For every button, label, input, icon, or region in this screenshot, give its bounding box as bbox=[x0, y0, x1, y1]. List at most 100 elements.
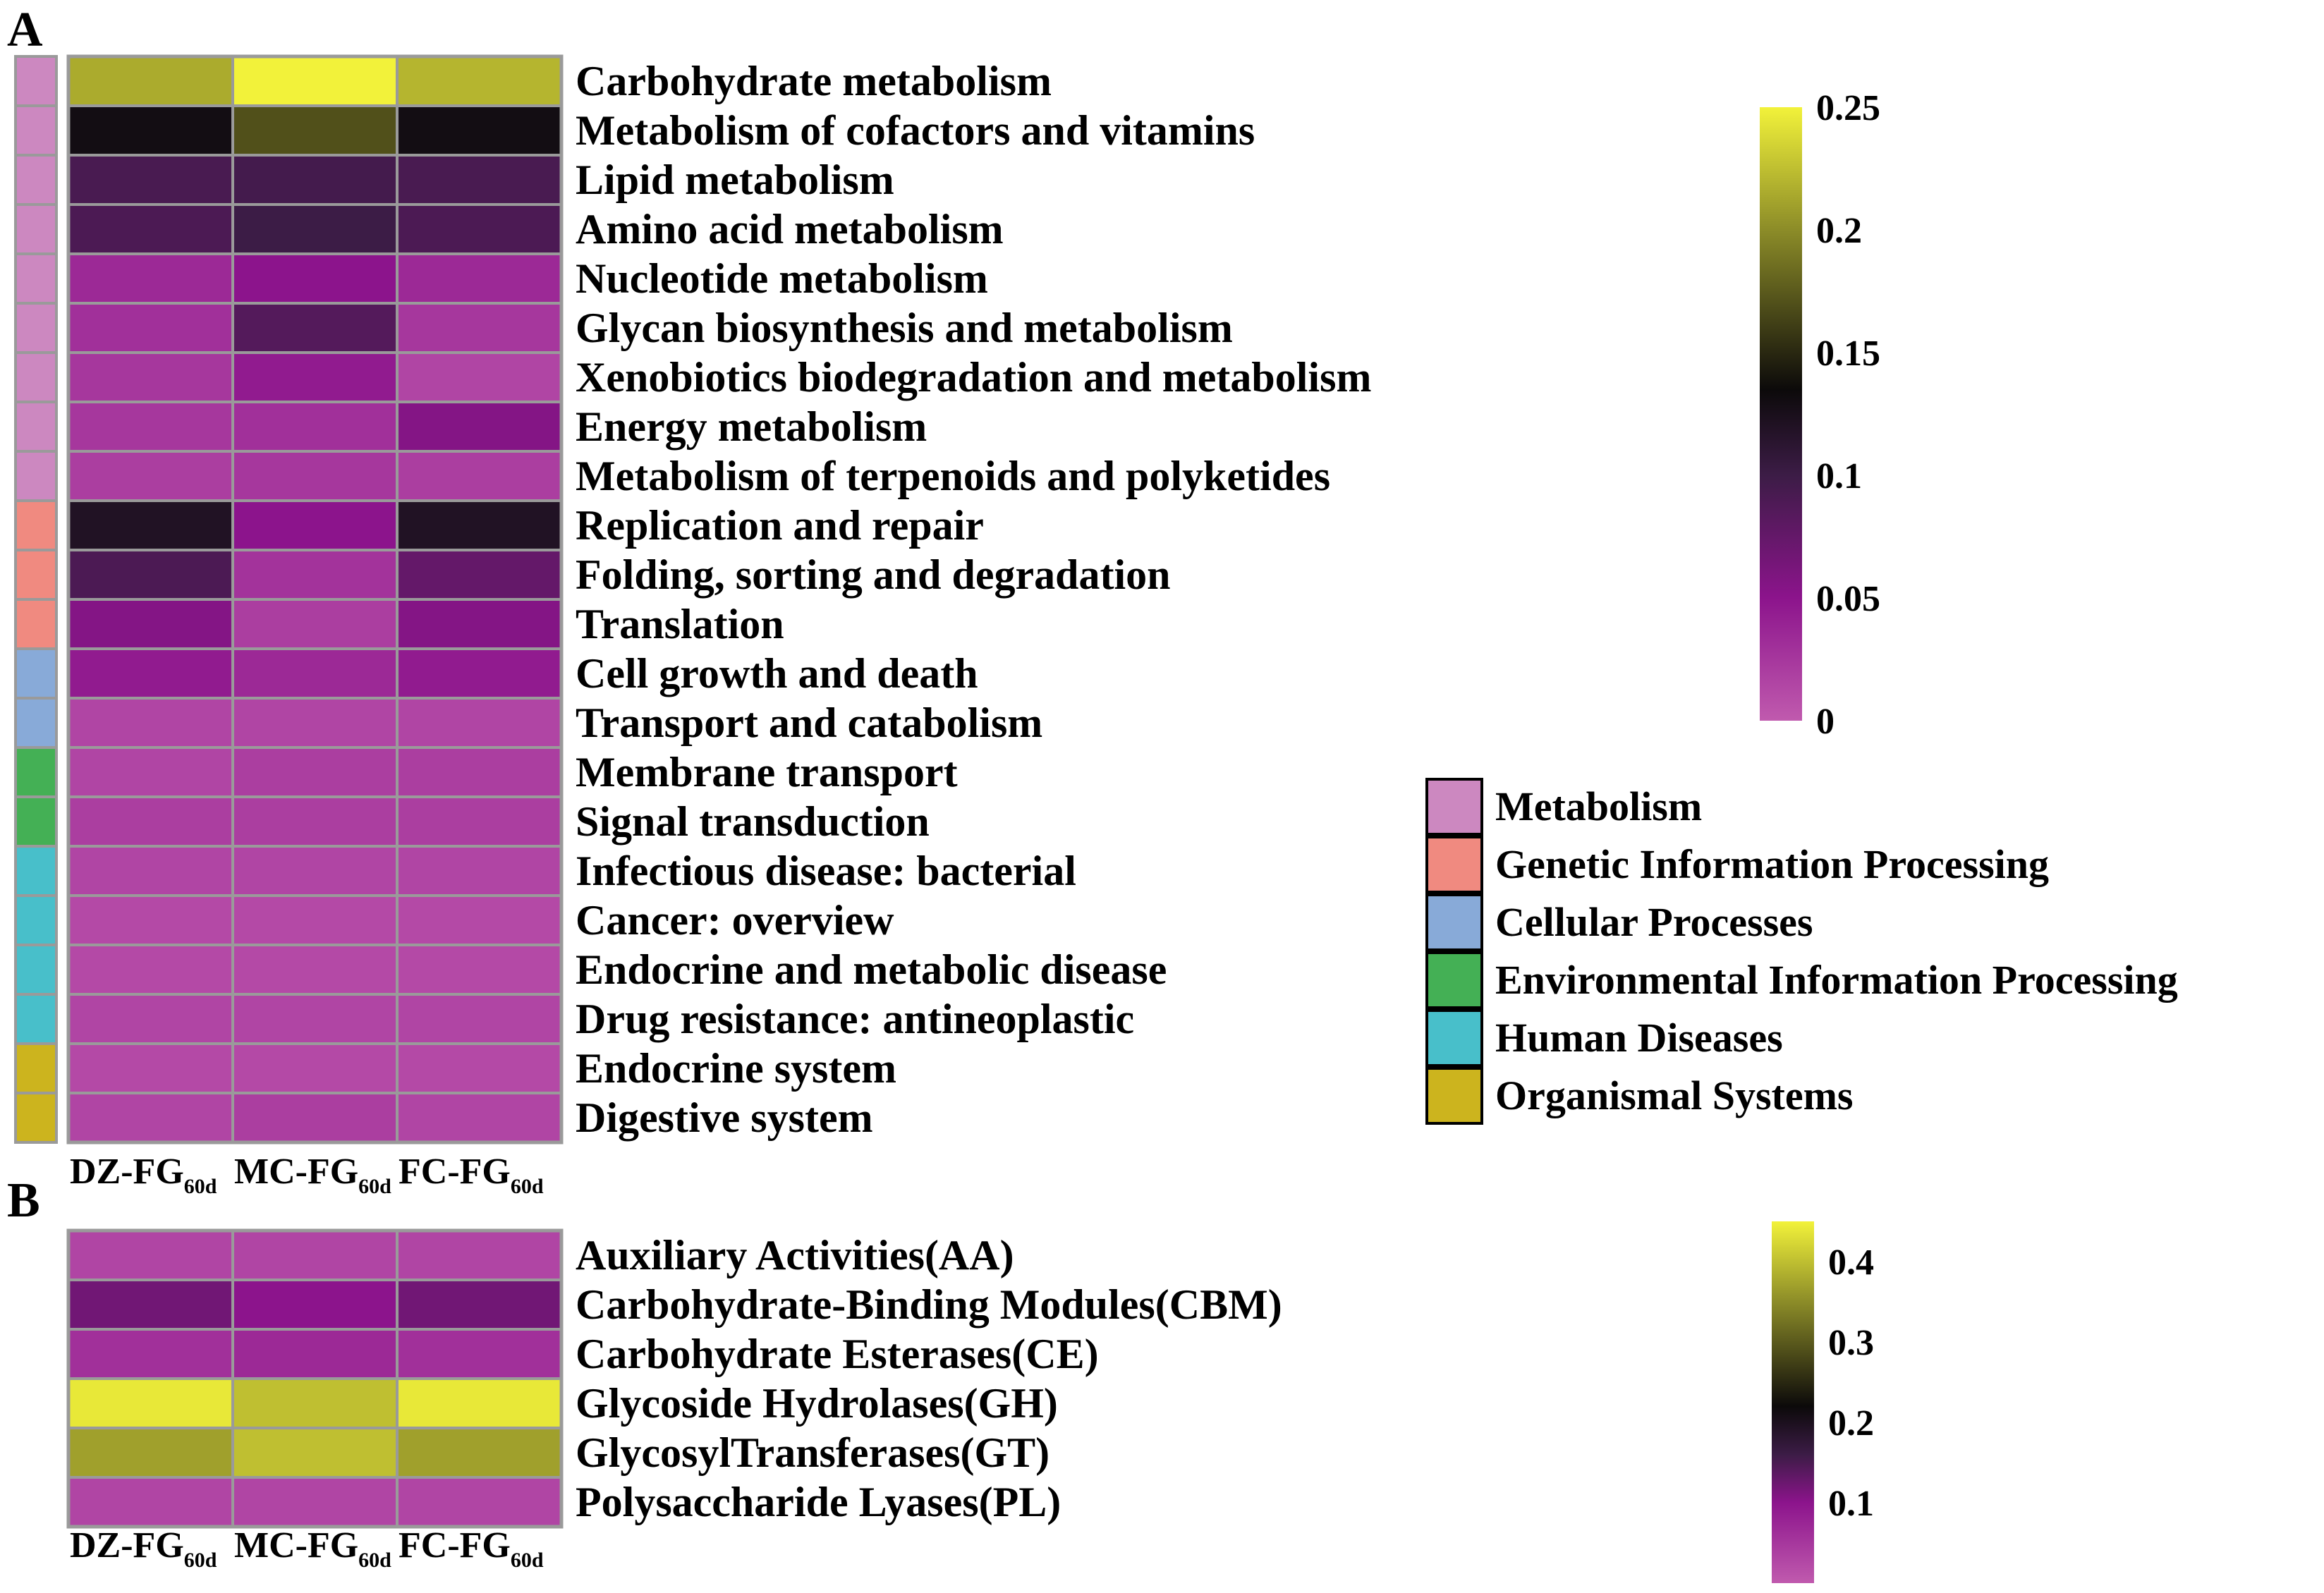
category-bar-cell bbox=[14, 993, 58, 1045]
heatmap-cell bbox=[231, 252, 399, 305]
heatmap-cell bbox=[67, 203, 234, 255]
heatmap-cell bbox=[396, 845, 563, 897]
colorbar-b: 0.1 0.2 0.3 0.4 bbox=[1772, 1221, 1874, 1583]
legend-label: Metabolism bbox=[1495, 783, 1702, 829]
heatmap-cell bbox=[67, 1427, 234, 1479]
column-label-main: MC-FG bbox=[234, 1525, 358, 1565]
row-label: Nucleotide metabolism bbox=[576, 255, 988, 302]
heatmap-cell bbox=[231, 549, 399, 601]
heatmap-cell bbox=[231, 944, 399, 996]
panel-a-label: A bbox=[7, 3, 43, 57]
heatmap-cell bbox=[396, 795, 563, 848]
heatmap-cell bbox=[67, 795, 234, 848]
category-bar-cell bbox=[14, 252, 58, 305]
legend-swatch bbox=[1425, 836, 1483, 893]
heatmap-cell bbox=[396, 1092, 563, 1144]
category-bar-cell bbox=[14, 203, 58, 255]
category-bar-cell bbox=[14, 697, 58, 749]
heatmap-cell bbox=[396, 549, 563, 601]
category-bar-cell bbox=[14, 598, 58, 650]
heatmap-cell bbox=[396, 993, 563, 1045]
column-label-main: FC-FG bbox=[399, 1152, 511, 1192]
heatmap-cell bbox=[231, 845, 399, 897]
heatmap-cell bbox=[231, 697, 399, 749]
column-label: MC-FG60d bbox=[234, 1152, 391, 1198]
heatmap-cell bbox=[396, 450, 563, 502]
heatmap-cell bbox=[396, 302, 563, 354]
heatmap-cell bbox=[231, 55, 399, 107]
heatmap-cell bbox=[67, 55, 234, 107]
colorbar-gradient bbox=[1760, 107, 1802, 721]
row-label: Auxiliary Activities(AA) bbox=[576, 1232, 1014, 1278]
heatmap-cell bbox=[396, 1229, 563, 1281]
legend-swatch bbox=[1425, 1067, 1483, 1125]
row-label: Amino acid metabolism bbox=[576, 206, 1004, 252]
row-label: Replication and repair bbox=[576, 502, 984, 549]
heatmap-cell bbox=[231, 499, 399, 551]
category-legend: Metabolism Genetic Information Processing… bbox=[1425, 778, 2178, 1125]
category-bar-cell bbox=[14, 894, 58, 946]
column-label-subscript: 60d bbox=[184, 1175, 217, 1198]
heatmap-cell bbox=[231, 104, 399, 157]
category-bar-cell bbox=[14, 647, 58, 700]
row-label: Glycoside Hydrolases(GH) bbox=[576, 1380, 1058, 1427]
heatmap-cell bbox=[231, 1328, 399, 1380]
heatmap-cell bbox=[231, 154, 399, 206]
heatmap-cell bbox=[67, 1278, 234, 1331]
row-label: Polysaccharide Lyases(PL) bbox=[576, 1479, 1061, 1525]
heatmap-cell bbox=[396, 154, 563, 206]
category-bar-cell bbox=[14, 351, 58, 403]
category-bar-cell bbox=[14, 401, 58, 453]
colorbar-gradient bbox=[1772, 1221, 1814, 1583]
heatmap-border bbox=[66, 54, 564, 1145]
heatmap-cell bbox=[396, 697, 563, 749]
column-label: MC-FG60d bbox=[234, 1525, 391, 1572]
row-label: Infectious disease: bacterial bbox=[576, 848, 1076, 894]
row-label: Metabolism of cofactors and vitamins bbox=[576, 107, 1255, 154]
heatmap-cell bbox=[396, 104, 563, 157]
legend-label: Environmental Information Processing bbox=[1495, 957, 2178, 1003]
column-label-main: MC-FG bbox=[234, 1152, 358, 1192]
heatmap-cell bbox=[67, 1042, 234, 1094]
heatmap-cell bbox=[396, 894, 563, 946]
heatmap-cell bbox=[67, 1092, 234, 1144]
colorbar-tick-label: 0.3 bbox=[1828, 1323, 1874, 1363]
heatmap-cell bbox=[231, 795, 399, 848]
heatmap-cell bbox=[67, 252, 234, 305]
heatmap-cell bbox=[396, 499, 563, 551]
row-label: Endocrine system bbox=[576, 1045, 896, 1092]
heatmap-cell bbox=[231, 1092, 399, 1144]
category-bar-cell bbox=[14, 944, 58, 996]
row-label: Cell growth and death bbox=[576, 650, 978, 697]
heatmap-cell bbox=[396, 746, 563, 798]
column-label-subscript: 60d bbox=[184, 1549, 217, 1572]
row-label: Folding, sorting and degradation bbox=[576, 551, 1171, 598]
heatmap-cell bbox=[231, 203, 399, 255]
heatmap-cell bbox=[396, 598, 563, 650]
heatmap-cell bbox=[67, 401, 234, 453]
heatmap-cell bbox=[67, 549, 234, 601]
colorbar-tick-label: 0.25 bbox=[1816, 88, 1880, 128]
colorbar-a: 0 0.05 0.1 0.15 0.2 0.25 bbox=[1760, 88, 1880, 742]
heatmap-cell bbox=[396, 1476, 563, 1528]
row-label: Metabolism of terpenoids and polyketides bbox=[576, 453, 1330, 499]
heatmap-cell bbox=[67, 1229, 234, 1281]
panel-b-label: B bbox=[7, 1173, 40, 1228]
category-bar-cell bbox=[14, 55, 58, 107]
category-bar-cell bbox=[14, 746, 58, 798]
heatmap-cell bbox=[396, 1427, 563, 1479]
column-label-main: DZ-FG bbox=[70, 1525, 184, 1565]
heatmap-cell bbox=[67, 697, 234, 749]
heatmap-cell bbox=[67, 993, 234, 1045]
legend-label: Organismal Systems bbox=[1495, 1073, 1854, 1118]
column-label: FC-FG60d bbox=[399, 1152, 544, 1198]
heatmap-cell bbox=[396, 1042, 563, 1094]
heatmap-cell bbox=[67, 598, 234, 650]
heatmap-cell bbox=[67, 1328, 234, 1380]
category-bar-cell bbox=[14, 302, 58, 354]
row-label: Energy metabolism bbox=[576, 403, 927, 450]
category-bar-cell bbox=[14, 845, 58, 897]
heatmap-cell bbox=[396, 647, 563, 700]
heatmap-a-column-labels: DZ-FG60d MC-FG60d FC-FG60d bbox=[70, 1152, 544, 1198]
